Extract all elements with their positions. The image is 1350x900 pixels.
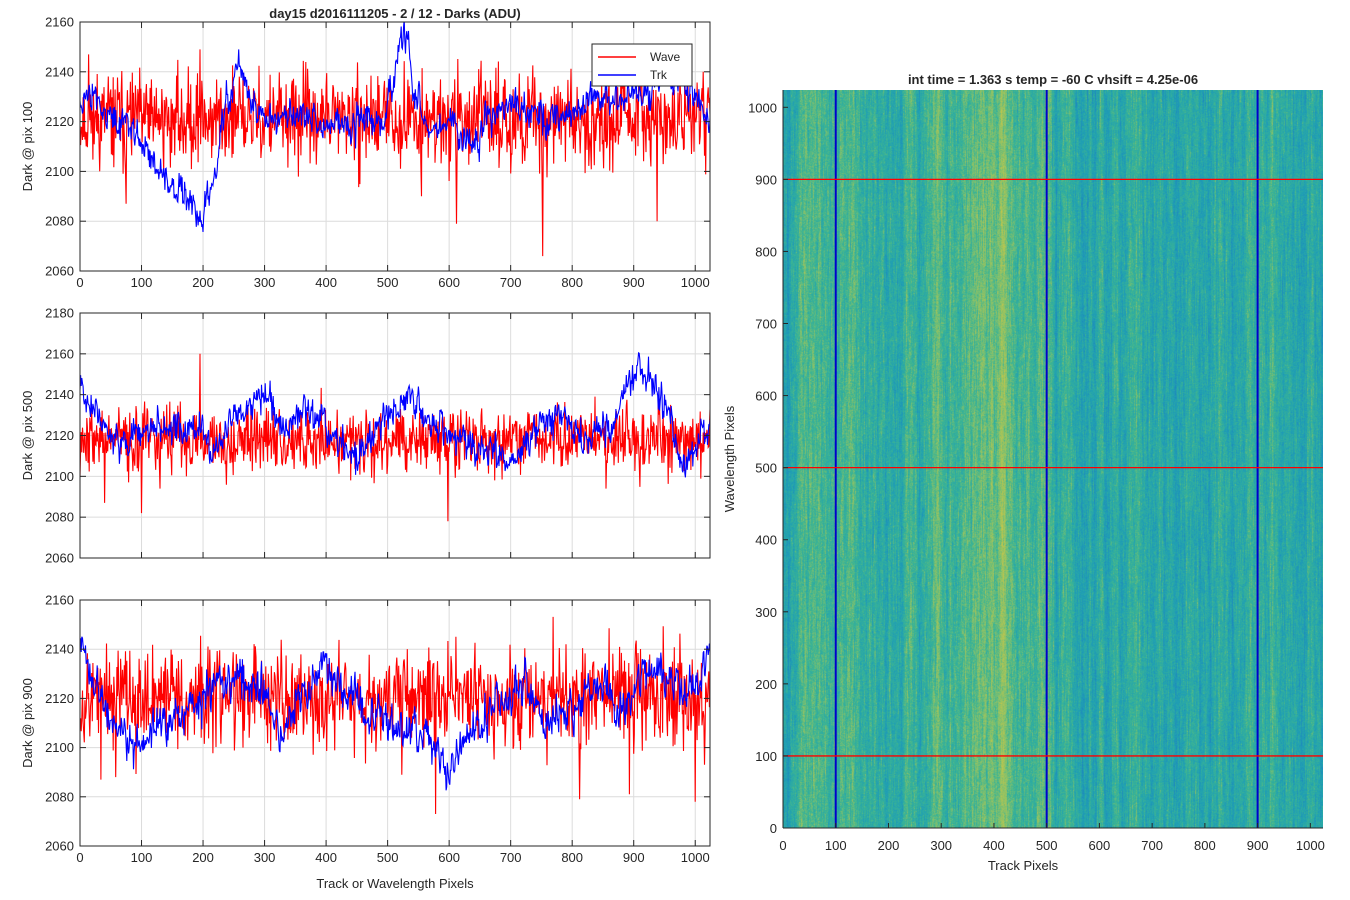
panel-pix-900: 0 100 200 300 400 500 600 700 800 900 1000 2060 2080… (20, 593, 711, 865)
x-tick-label: 400 (315, 275, 337, 290)
series-line-trk (80, 22, 710, 233)
y-tick-label: 2100 (45, 164, 74, 179)
heatmap-x-tick-label: 100 (825, 838, 847, 853)
x-tick-label: 0 (76, 850, 83, 865)
heatmap-y-tick-label: 200 (755, 677, 777, 692)
figure-title: day15 d2016111205 - 2 / 12 - Darks (ADU) (269, 6, 520, 21)
axes-box (79, 599, 711, 847)
panel-pix-500: 2060 2080 2100 2120 2140 2160 2180 Dark @ pix 5… (20, 306, 711, 566)
x-tick-label: 300 (254, 275, 276, 290)
heatmap-y-tick-label: 400 (755, 533, 777, 548)
heatmap-image (783, 90, 1323, 828)
axes-box (79, 21, 711, 272)
x-tick-label: 600 (438, 850, 460, 865)
y-axis-label: Dark @ pix 500 (20, 391, 35, 481)
heatmap-x-tick-label: 400 (983, 838, 1005, 853)
x-tick-label: 800 (561, 850, 583, 865)
heatmap-x-tick-label: 0 (779, 838, 786, 853)
heatmap-x-tick-label: 800 (1194, 838, 1216, 853)
x-tick-label: 300 (254, 850, 276, 865)
x-tick-label: 100 (131, 275, 153, 290)
x-tick-label: 600 (438, 275, 460, 290)
y-tick-label: 2080 (45, 214, 74, 229)
x-tick-label: 200 (192, 275, 214, 290)
y-tick-label: 2060 (45, 839, 74, 854)
y-tick-label: 2160 (45, 15, 74, 30)
heatmap-y-tick-label: 700 (755, 317, 777, 332)
heatmap-x-tick-label: 500 (1036, 838, 1058, 853)
heatmap-y-tick-label: 800 (755, 244, 777, 259)
x-tick-label: 0 (76, 275, 83, 290)
x-tick-label: 800 (561, 275, 583, 290)
heatmap-title: int time = 1.363 s temp = -60 C vhsift =… (908, 72, 1198, 87)
heatmap-y-label: Wavelength Pixels (722, 405, 737, 512)
y-tick-label: 2120 (45, 428, 74, 443)
x-tick-label: 500 (377, 275, 399, 290)
y-axis-label: Dark @ pix 100 (20, 102, 35, 192)
heatmap-y-tick-label: 500 (755, 461, 777, 476)
legend (591, 43, 693, 87)
heatmap-x-tick-label: 1000 (1296, 838, 1325, 853)
y-tick-label: 2140 (45, 642, 74, 657)
panel-pix-100: 0 100 200 300 400 500 600 700 800 900 1000 2060 2080… (20, 15, 711, 290)
x-tick-label: 900 (623, 275, 645, 290)
y-tick-label: 2140 (45, 387, 74, 402)
x-tick-label: 900 (623, 850, 645, 865)
y-tick-label: 2120 (45, 691, 74, 706)
y-axis-label: Dark @ pix 900 (20, 678, 35, 768)
heatmap-y-tick-label: 600 (755, 389, 777, 404)
x-tick-label: 500 (377, 850, 399, 865)
heatmap-y-tick-label: 300 (755, 605, 777, 620)
x-tick-label: 1000 (681, 275, 710, 290)
legend-label-trk: Trk (650, 68, 668, 82)
series-line-trk (80, 636, 710, 791)
series-line-wave (80, 616, 710, 815)
heatmap-y-tick-label: 0 (770, 821, 777, 836)
heatmap-x-tick-label: 200 (878, 838, 900, 853)
heatmap-x-label: Track Pixels (988, 858, 1059, 873)
heatmap-x-tick-label: 600 (1089, 838, 1111, 853)
x-tick-label: 400 (315, 850, 337, 865)
y-tick-label: 2060 (45, 264, 74, 279)
heatmap-x-tick-label: 700 (1141, 838, 1163, 853)
x-tick-label: 200 (192, 850, 214, 865)
y-tick-label: 2160 (45, 346, 74, 361)
series-line-wave (80, 49, 710, 257)
x-tick-label: 1000 (681, 850, 710, 865)
y-tick-label: 2180 (45, 306, 74, 321)
y-tick-label: 2120 (45, 114, 74, 129)
y-tick-label: 2080 (45, 789, 74, 804)
series-line-trk (80, 351, 710, 478)
heatmap-y-tick-label: 100 (755, 749, 777, 764)
heatmap-x-tick-label: 900 (1247, 838, 1269, 853)
y-tick-label: 2160 (45, 593, 74, 608)
y-tick-label: 2140 (45, 64, 74, 79)
x-tick-label: 700 (500, 850, 522, 865)
y-tick-label: 2060 (45, 551, 74, 566)
heatmap-y-tick-label: 900 (755, 172, 777, 187)
heatmap-panel: int time = 1.363 s temp = -60 C vhsift =… (722, 72, 1325, 873)
common-xlabel: Track or Wavelength Pixels (316, 876, 474, 891)
x-tick-label: 700 (500, 275, 522, 290)
x-tick-label: 100 (131, 850, 153, 865)
y-tick-label: 2080 (45, 510, 74, 525)
heatmap-x-tick-label: 300 (930, 838, 952, 853)
heatmap-y-tick-label: 1000 (748, 100, 777, 115)
y-tick-label: 2100 (45, 469, 74, 484)
y-tick-label: 2100 (45, 740, 74, 755)
legend-label-wave: Wave (650, 50, 681, 64)
